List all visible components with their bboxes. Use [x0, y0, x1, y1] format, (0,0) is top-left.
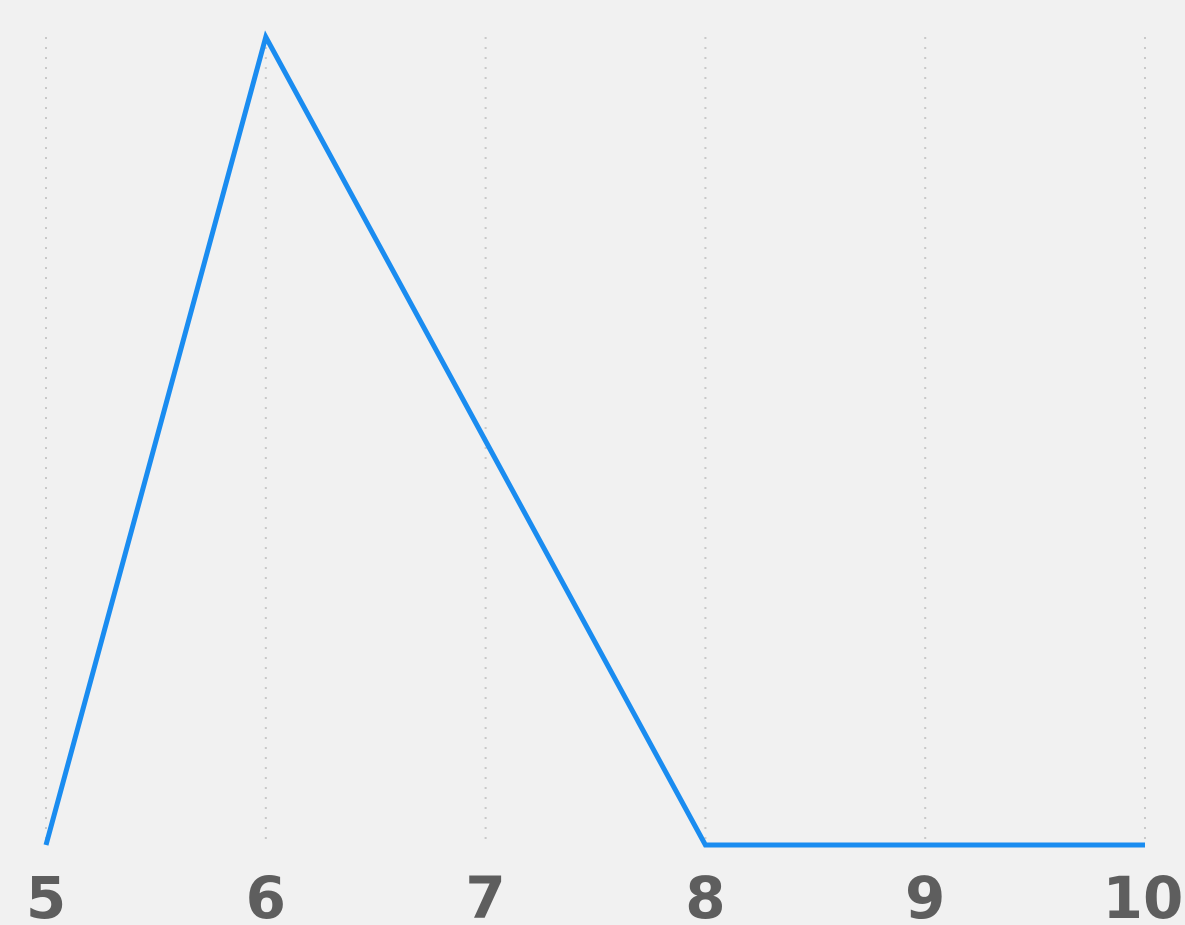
series-layer [43, 30, 1145, 848]
x-tick-label-7: 7 [465, 864, 505, 925]
x-axis-tick-labels: 5 6 7 8 9 10 [26, 864, 1184, 925]
x-gridlines [45, 37, 1146, 845]
x-tick-label-5: 5 [26, 864, 66, 925]
series-line-1 [43, 30, 1145, 848]
x-tick-label-6: 6 [246, 864, 286, 925]
x-tick-label-10: 10 [1103, 864, 1184, 925]
x-tick-label-9: 9 [905, 864, 945, 925]
x-tick-label-8: 8 [685, 864, 725, 925]
